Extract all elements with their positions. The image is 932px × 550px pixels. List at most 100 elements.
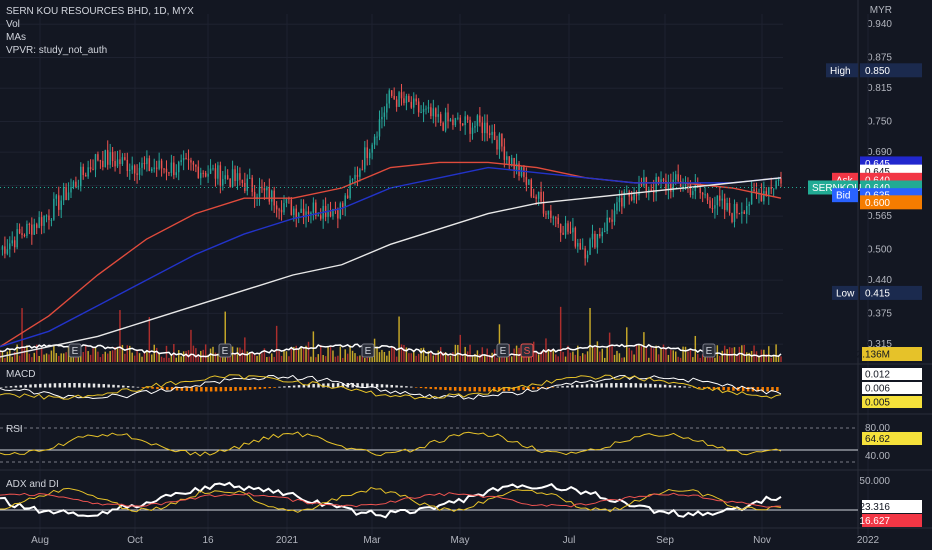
candle-body bbox=[547, 210, 550, 215]
volume-bar bbox=[356, 356, 359, 362]
candle-body bbox=[99, 160, 102, 162]
candle-body bbox=[449, 119, 452, 122]
volume-bar bbox=[432, 355, 435, 362]
volume-bar bbox=[141, 356, 143, 362]
candle-body bbox=[581, 248, 584, 250]
candle-body bbox=[643, 177, 645, 186]
volume-bar bbox=[168, 357, 170, 362]
volume-bar bbox=[190, 329, 192, 362]
macd-histogram-bar bbox=[663, 384, 667, 388]
legend-vol[interactable]: Vol bbox=[6, 19, 20, 30]
volume-bar bbox=[542, 350, 545, 362]
candle-body bbox=[62, 187, 65, 201]
macd-histogram-bar bbox=[649, 383, 652, 388]
macd-histogram-bar bbox=[424, 387, 428, 389]
macd-histogram-bar bbox=[351, 383, 354, 388]
macd-histogram-bar bbox=[200, 387, 203, 392]
candle-body bbox=[572, 227, 574, 233]
rsi-label[interactable]: RSI bbox=[6, 424, 23, 435]
volume-bar bbox=[442, 352, 444, 362]
candle-body bbox=[755, 191, 758, 194]
candle-body bbox=[359, 169, 361, 177]
macd-histogram-bar bbox=[478, 387, 481, 392]
volume-bar bbox=[697, 353, 699, 362]
macd-histogram-bar bbox=[419, 387, 423, 389]
candle-body bbox=[207, 173, 209, 177]
candle-body bbox=[393, 95, 395, 100]
candle-body bbox=[726, 202, 728, 210]
chart-legend: SERN KOU RESOURCES BHD, 1D, MYX Vol MAs … bbox=[6, 5, 194, 57]
macd-histogram-bar bbox=[278, 386, 281, 388]
macd-histogram-bar bbox=[165, 387, 169, 390]
volume-bar bbox=[222, 353, 224, 362]
candle-body bbox=[163, 168, 165, 170]
macd-histogram-bar bbox=[766, 387, 769, 392]
candle-body bbox=[736, 203, 738, 214]
volume-bar bbox=[334, 356, 337, 362]
volume-bar bbox=[674, 351, 677, 362]
price-label-value: 0.645 bbox=[865, 167, 890, 178]
volume-bar bbox=[520, 353, 523, 362]
macd-histogram-bar bbox=[112, 384, 115, 388]
candle-body bbox=[706, 194, 709, 201]
candle-body bbox=[165, 168, 168, 173]
volume-bar bbox=[119, 310, 121, 362]
legend-mas[interactable]: MAs bbox=[6, 32, 26, 43]
price-axis-label bbox=[860, 195, 922, 210]
macd-histogram-bar bbox=[224, 387, 228, 392]
volume-bar bbox=[496, 357, 498, 362]
candle-body bbox=[361, 169, 364, 171]
volume-bar bbox=[268, 356, 271, 362]
volume-bar bbox=[484, 354, 486, 362]
macd-histogram-bar bbox=[336, 383, 340, 388]
macd-histogram-bar bbox=[78, 383, 81, 388]
volume-bar bbox=[80, 354, 82, 362]
volume-bar bbox=[283, 350, 285, 362]
candle-body bbox=[305, 211, 307, 218]
macd-label[interactable]: MACD bbox=[6, 369, 36, 380]
candle-body bbox=[410, 101, 413, 108]
candle-body bbox=[704, 194, 706, 196]
rsi-value-box bbox=[862, 432, 922, 445]
candle-body bbox=[271, 190, 273, 202]
macd-histogram-bar bbox=[331, 383, 335, 388]
macd-histogram-bar bbox=[244, 387, 247, 391]
volume-bar bbox=[449, 355, 452, 362]
candle-body bbox=[40, 217, 43, 226]
x-tick-label: Oct bbox=[127, 535, 143, 546]
candle-body bbox=[268, 187, 271, 202]
volume-bar bbox=[50, 350, 53, 362]
volume-bar bbox=[701, 354, 704, 362]
adx-label[interactable]: ADX and DI bbox=[6, 479, 59, 490]
legend-vpvr[interactable]: VPVR: study_not_auth bbox=[6, 45, 108, 56]
candle-body bbox=[258, 186, 261, 197]
macd-histogram-bar bbox=[551, 387, 555, 388]
macd-histogram-bar bbox=[698, 387, 701, 389]
volume-bar bbox=[584, 354, 586, 362]
volume-bar bbox=[459, 334, 462, 362]
volume-bar bbox=[143, 352, 146, 362]
volume-bar bbox=[581, 353, 584, 362]
candle-body bbox=[768, 187, 770, 196]
volume-ma-line bbox=[0, 343, 782, 358]
price-label-tag bbox=[826, 63, 858, 78]
macd-histogram-bar bbox=[688, 386, 691, 388]
earnings-marker-box bbox=[520, 343, 534, 358]
macd-histogram-bar bbox=[571, 385, 574, 388]
x-tick-label: 16 bbox=[202, 535, 214, 546]
volume-bar bbox=[599, 351, 601, 362]
price-label-value: 0.600 bbox=[865, 198, 890, 209]
volume-bar bbox=[251, 352, 253, 362]
volume-bar bbox=[295, 345, 297, 362]
earnings-marker bbox=[496, 343, 510, 358]
volume-bar bbox=[621, 357, 623, 362]
volume-bar bbox=[40, 348, 43, 362]
y-tick-label: 0.565 bbox=[867, 211, 892, 222]
macd-histogram-bar bbox=[195, 387, 198, 392]
volume-bar bbox=[780, 356, 782, 362]
y-tick-label: 0.815 bbox=[867, 83, 892, 94]
macd-histogram-bar bbox=[205, 387, 208, 392]
candle-body bbox=[23, 235, 26, 237]
